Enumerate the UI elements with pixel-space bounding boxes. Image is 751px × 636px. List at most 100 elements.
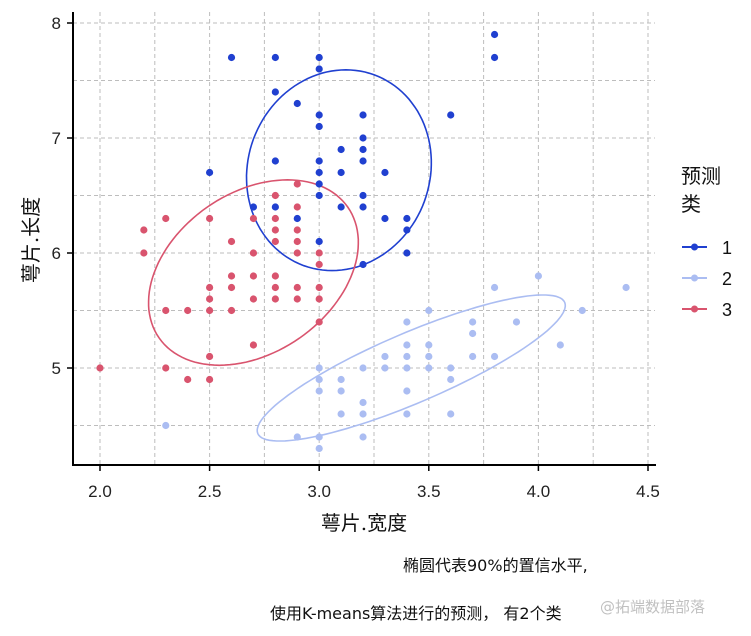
point-cluster-2 <box>315 387 323 395</box>
legend-label-3: 3 <box>722 300 732 320</box>
point-cluster-3 <box>206 214 214 223</box>
point-cluster-2 <box>162 421 170 430</box>
point-cluster-3 <box>271 191 279 200</box>
point-cluster-3 <box>162 306 170 315</box>
watermark: @拓端数据部落 <box>600 598 706 616</box>
point-cluster-3 <box>162 364 170 372</box>
point-cluster-2 <box>512 318 521 326</box>
point-cluster-1 <box>381 168 389 177</box>
point-cluster-3 <box>227 272 236 280</box>
point-cluster-3 <box>293 180 301 188</box>
point-cluster-2 <box>425 306 433 315</box>
point-cluster-1 <box>403 226 411 234</box>
point-cluster-2 <box>622 283 630 292</box>
point-cluster-1 <box>293 214 301 223</box>
point-cluster-1 <box>359 260 367 269</box>
point-cluster-1 <box>359 157 367 165</box>
point-cluster-3 <box>249 272 258 280</box>
point-cluster-3 <box>315 249 323 257</box>
x-axis-title: 萼片.宽度 <box>321 511 407 535</box>
point-cluster-1 <box>337 168 345 177</box>
legend-title-line2: 类 <box>681 192 701 216</box>
point-cluster-2 <box>447 410 455 418</box>
point-cluster-3 <box>140 226 148 234</box>
point-cluster-3 <box>206 283 214 292</box>
point-cluster-1 <box>315 237 323 246</box>
point-cluster-2 <box>469 318 477 326</box>
axis-ticks: 2.0 2.5 3.0 3.5 4.0 4.5 5 6 7 8 <box>52 14 660 501</box>
x-tick-label: 2.5 <box>198 482 222 501</box>
point-cluster-3 <box>206 375 214 384</box>
point-cluster-3 <box>315 260 323 269</box>
point-cluster-1 <box>227 53 236 62</box>
point-cluster-2 <box>315 375 323 384</box>
point-cluster-3 <box>315 283 323 292</box>
point-cluster-1 <box>337 203 345 211</box>
point-cluster-1 <box>359 203 367 211</box>
ellipse-cluster-1 <box>245 68 433 272</box>
point-cluster-2 <box>447 375 455 384</box>
point-cluster-3 <box>249 249 258 257</box>
point-cluster-3 <box>249 341 258 349</box>
point-cluster-3 <box>184 375 192 384</box>
point-cluster-3 <box>293 295 301 303</box>
x-tick-label: 4.5 <box>636 482 660 501</box>
point-cluster-2 <box>469 352 477 361</box>
point-cluster-3 <box>206 295 214 303</box>
point-cluster-3 <box>96 364 104 372</box>
legend-title-line1: 预测 <box>681 164 721 188</box>
point-cluster-3 <box>206 352 214 361</box>
point-cluster-3 <box>315 318 323 326</box>
point-cluster-2 <box>534 272 543 280</box>
ellipse-cluster-3 <box>147 178 360 367</box>
point-cluster-1 <box>359 145 367 154</box>
legend: 预测 类 1 2 3 <box>681 164 732 320</box>
point-cluster-3 <box>249 214 258 223</box>
y-tick-label: 8 <box>52 14 61 33</box>
point-cluster-3 <box>293 237 301 246</box>
point-cluster-2 <box>381 364 389 372</box>
point-cluster-3 <box>227 237 236 246</box>
point-cluster-3 <box>206 306 214 315</box>
point-cluster-1 <box>271 53 279 62</box>
point-cluster-2 <box>490 283 499 292</box>
point-cluster-3 <box>271 283 279 292</box>
point-cluster-1 <box>315 168 323 177</box>
point-cluster-1 <box>490 30 499 39</box>
point-cluster-3 <box>271 272 279 280</box>
point-cluster-1 <box>315 191 323 200</box>
point-cluster-2 <box>578 306 586 315</box>
point-cluster-2 <box>447 364 455 372</box>
point-cluster-1 <box>315 157 323 165</box>
y-axis-title: 萼片.长度 <box>19 197 43 283</box>
point-cluster-2 <box>556 341 564 349</box>
point-cluster-3 <box>184 306 192 315</box>
legend-key-dot-1 <box>691 243 698 251</box>
point-cluster-3 <box>249 295 258 303</box>
confidence-ellipses <box>147 68 567 442</box>
point-cluster-1 <box>381 214 389 223</box>
point-cluster-1 <box>359 111 367 119</box>
point-cluster-2 <box>359 433 367 441</box>
point-cluster-2 <box>403 352 411 361</box>
point-cluster-1 <box>337 145 345 154</box>
point-cluster-2 <box>359 410 367 418</box>
point-cluster-1 <box>315 180 323 188</box>
point-cluster-3 <box>140 249 148 257</box>
point-cluster-1 <box>271 88 279 96</box>
point-cluster-2 <box>403 364 411 372</box>
point-cluster-1 <box>271 203 279 211</box>
point-cluster-3 <box>271 295 279 303</box>
point-cluster-1 <box>315 122 323 131</box>
y-tick-label: 5 <box>52 359 61 378</box>
point-cluster-2 <box>337 410 345 418</box>
x-tick-label: 2.0 <box>88 482 112 501</box>
y-tick-label: 6 <box>52 244 61 263</box>
point-cluster-1 <box>315 53 323 62</box>
caption-line2: 使用K-means算法进行的预测， 有2个类 <box>270 604 562 623</box>
y-tick-label: 7 <box>52 129 61 148</box>
ellipse-cluster-2 <box>256 294 567 442</box>
legend-label-1: 1 <box>722 238 732 258</box>
point-cluster-2 <box>315 364 323 372</box>
